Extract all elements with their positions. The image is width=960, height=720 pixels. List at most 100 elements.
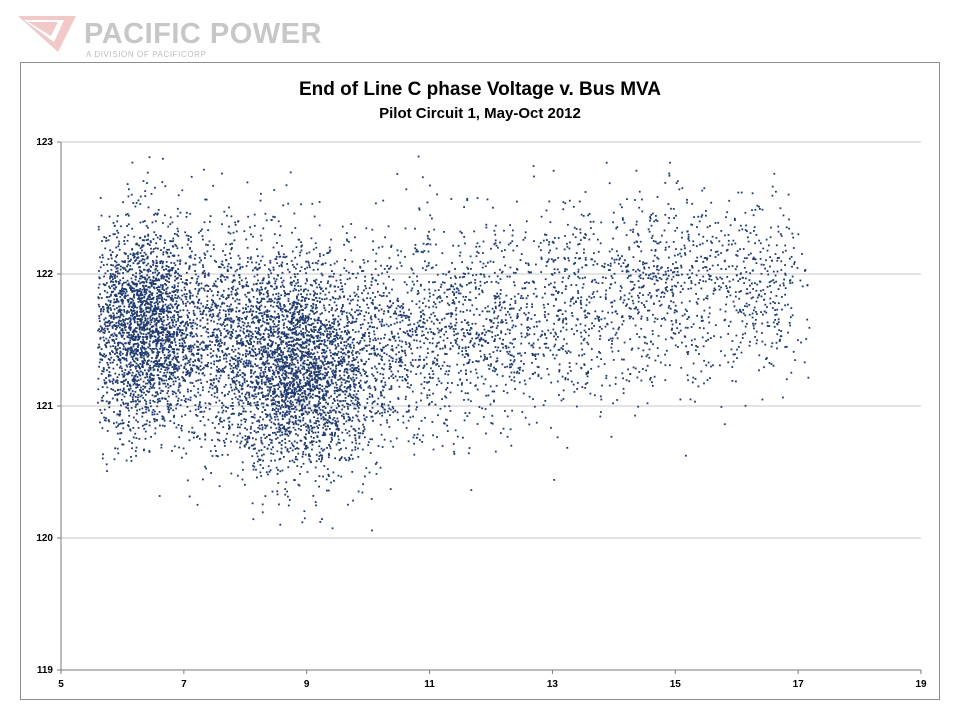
scatter-point — [295, 353, 298, 355]
scatter-point — [121, 287, 124, 289]
scatter-point — [280, 382, 282, 384]
scatter-point — [156, 289, 159, 291]
scatter-point — [127, 260, 130, 263]
scatter-point — [157, 334, 160, 336]
scatter-point — [268, 353, 271, 356]
scatter-point — [127, 347, 129, 350]
scatter-point — [285, 341, 288, 344]
scatter-point — [161, 363, 163, 365]
scatter-point — [258, 449, 260, 452]
scatter-point — [142, 309, 145, 312]
scatter-point — [209, 386, 211, 389]
scatter-point — [126, 335, 129, 338]
scatter-point — [286, 263, 288, 265]
scatter-point — [251, 289, 254, 292]
scatter-point — [182, 379, 185, 382]
scatter-point — [186, 370, 189, 372]
scatter-point — [146, 382, 149, 385]
scatter-point — [267, 380, 270, 383]
scatter-point — [116, 363, 119, 366]
scatter-point — [138, 266, 140, 269]
scatter-point — [249, 337, 252, 340]
scatter-point — [101, 427, 104, 430]
scatter-point — [123, 252, 126, 254]
scatter-point — [282, 372, 285, 375]
scatter-point — [297, 427, 300, 430]
scatter-point — [362, 298, 365, 301]
scatter-point — [281, 368, 284, 371]
scatter-point — [142, 255, 145, 257]
scatter-point — [180, 334, 183, 337]
scatter-point — [121, 313, 124, 316]
scatter-point — [311, 448, 313, 451]
scatter-point — [299, 343, 301, 346]
scatter-point — [261, 288, 263, 291]
scatter-point — [293, 266, 296, 268]
scatter-point — [316, 310, 318, 313]
scatter-point — [315, 460, 318, 463]
scatter-point — [326, 347, 329, 349]
scatter-point — [124, 369, 127, 371]
scatter-point — [386, 421, 389, 424]
scatter-point — [152, 383, 155, 386]
scatter-point — [314, 406, 317, 408]
scatter-point — [314, 307, 317, 310]
scatter-point — [160, 446, 163, 449]
scatter-point — [350, 314, 352, 316]
scatter-point — [152, 275, 155, 278]
scatter-point — [363, 335, 366, 337]
scatter-point — [211, 299, 213, 301]
scatter-point — [123, 395, 126, 398]
scatter-point — [161, 415, 164, 418]
scatter-point — [119, 289, 121, 292]
scatter-point — [286, 384, 289, 387]
scatter-point — [296, 311, 299, 313]
scatter-point — [252, 448, 255, 450]
scatter-point — [139, 323, 142, 326]
scatter-point — [233, 388, 236, 391]
scatter-point — [262, 333, 265, 335]
scatter-point — [104, 284, 107, 286]
scatter-point — [344, 390, 347, 392]
scatter-point — [246, 438, 249, 440]
scatter-point — [115, 328, 117, 331]
scatter-point — [129, 329, 132, 331]
scatter-point — [304, 319, 306, 322]
scatter-point — [103, 339, 105, 342]
scatter-point — [105, 337, 108, 340]
scatter-point — [138, 327, 141, 329]
scatter-point — [300, 425, 303, 427]
scatter-point — [153, 360, 155, 363]
scatter-point — [157, 354, 159, 357]
scatter-point — [130, 334, 132, 336]
scatter-point — [274, 282, 276, 285]
scatter-point — [271, 285, 273, 288]
scatter-point — [259, 358, 261, 361]
scatter-point — [141, 336, 144, 338]
scatter-point — [232, 231, 235, 234]
scatter-point — [217, 455, 219, 458]
scatter-point — [133, 354, 136, 357]
scatter-point — [145, 225, 148, 227]
scatter-point — [331, 433, 333, 435]
scatter-point — [141, 249, 143, 252]
scatter-point — [261, 314, 264, 317]
scatter-point — [289, 383, 291, 386]
scatter-point — [287, 450, 290, 453]
scatter-point — [150, 284, 153, 286]
scatter-point — [219, 374, 222, 377]
scatter-point — [175, 426, 178, 429]
scatter-point — [390, 324, 392, 326]
scatter-point — [302, 395, 305, 398]
scatter-point — [165, 273, 168, 276]
scatter-point — [183, 286, 186, 289]
scatter-point — [174, 264, 177, 267]
scatter-point — [309, 441, 312, 444]
scatter-point — [301, 352, 303, 355]
scatter-point — [303, 372, 306, 375]
scatter-point — [319, 377, 321, 379]
scatter-point — [108, 420, 110, 423]
scatter-point — [135, 289, 138, 291]
scatter-point — [150, 321, 153, 324]
scatter-point — [260, 286, 263, 289]
